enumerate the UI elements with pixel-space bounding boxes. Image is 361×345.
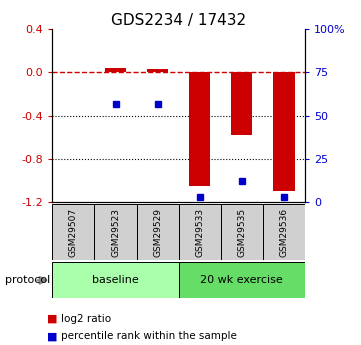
Bar (274, 72, 295, 191)
Bar (231, 72, 252, 135)
Text: ■: ■ (47, 332, 57, 341)
Text: GSM29529: GSM29529 (153, 207, 162, 257)
Bar (263, 204, 305, 260)
Bar (189, 72, 210, 186)
Text: ■: ■ (47, 314, 57, 324)
Bar (221, 204, 263, 260)
Bar (147, 69, 168, 72)
Text: 20 wk exercise: 20 wk exercise (200, 275, 283, 285)
Text: baseline: baseline (92, 275, 139, 285)
Text: GSM29533: GSM29533 (195, 207, 204, 257)
Bar (136, 204, 179, 260)
Bar (52, 204, 95, 260)
Title: GDS2234 / 17432: GDS2234 / 17432 (111, 13, 246, 28)
Text: log2 ratio: log2 ratio (61, 314, 112, 324)
Bar (179, 262, 305, 298)
Text: GSM29535: GSM29535 (238, 207, 246, 257)
Text: GSM29536: GSM29536 (279, 207, 288, 257)
Bar (179, 204, 221, 260)
Bar (52, 262, 179, 298)
Text: GSM29523: GSM29523 (111, 207, 120, 257)
Text: protocol: protocol (5, 275, 51, 285)
Bar (105, 68, 126, 72)
Text: percentile rank within the sample: percentile rank within the sample (61, 332, 237, 341)
Bar (95, 204, 136, 260)
Text: GSM29507: GSM29507 (69, 207, 78, 257)
